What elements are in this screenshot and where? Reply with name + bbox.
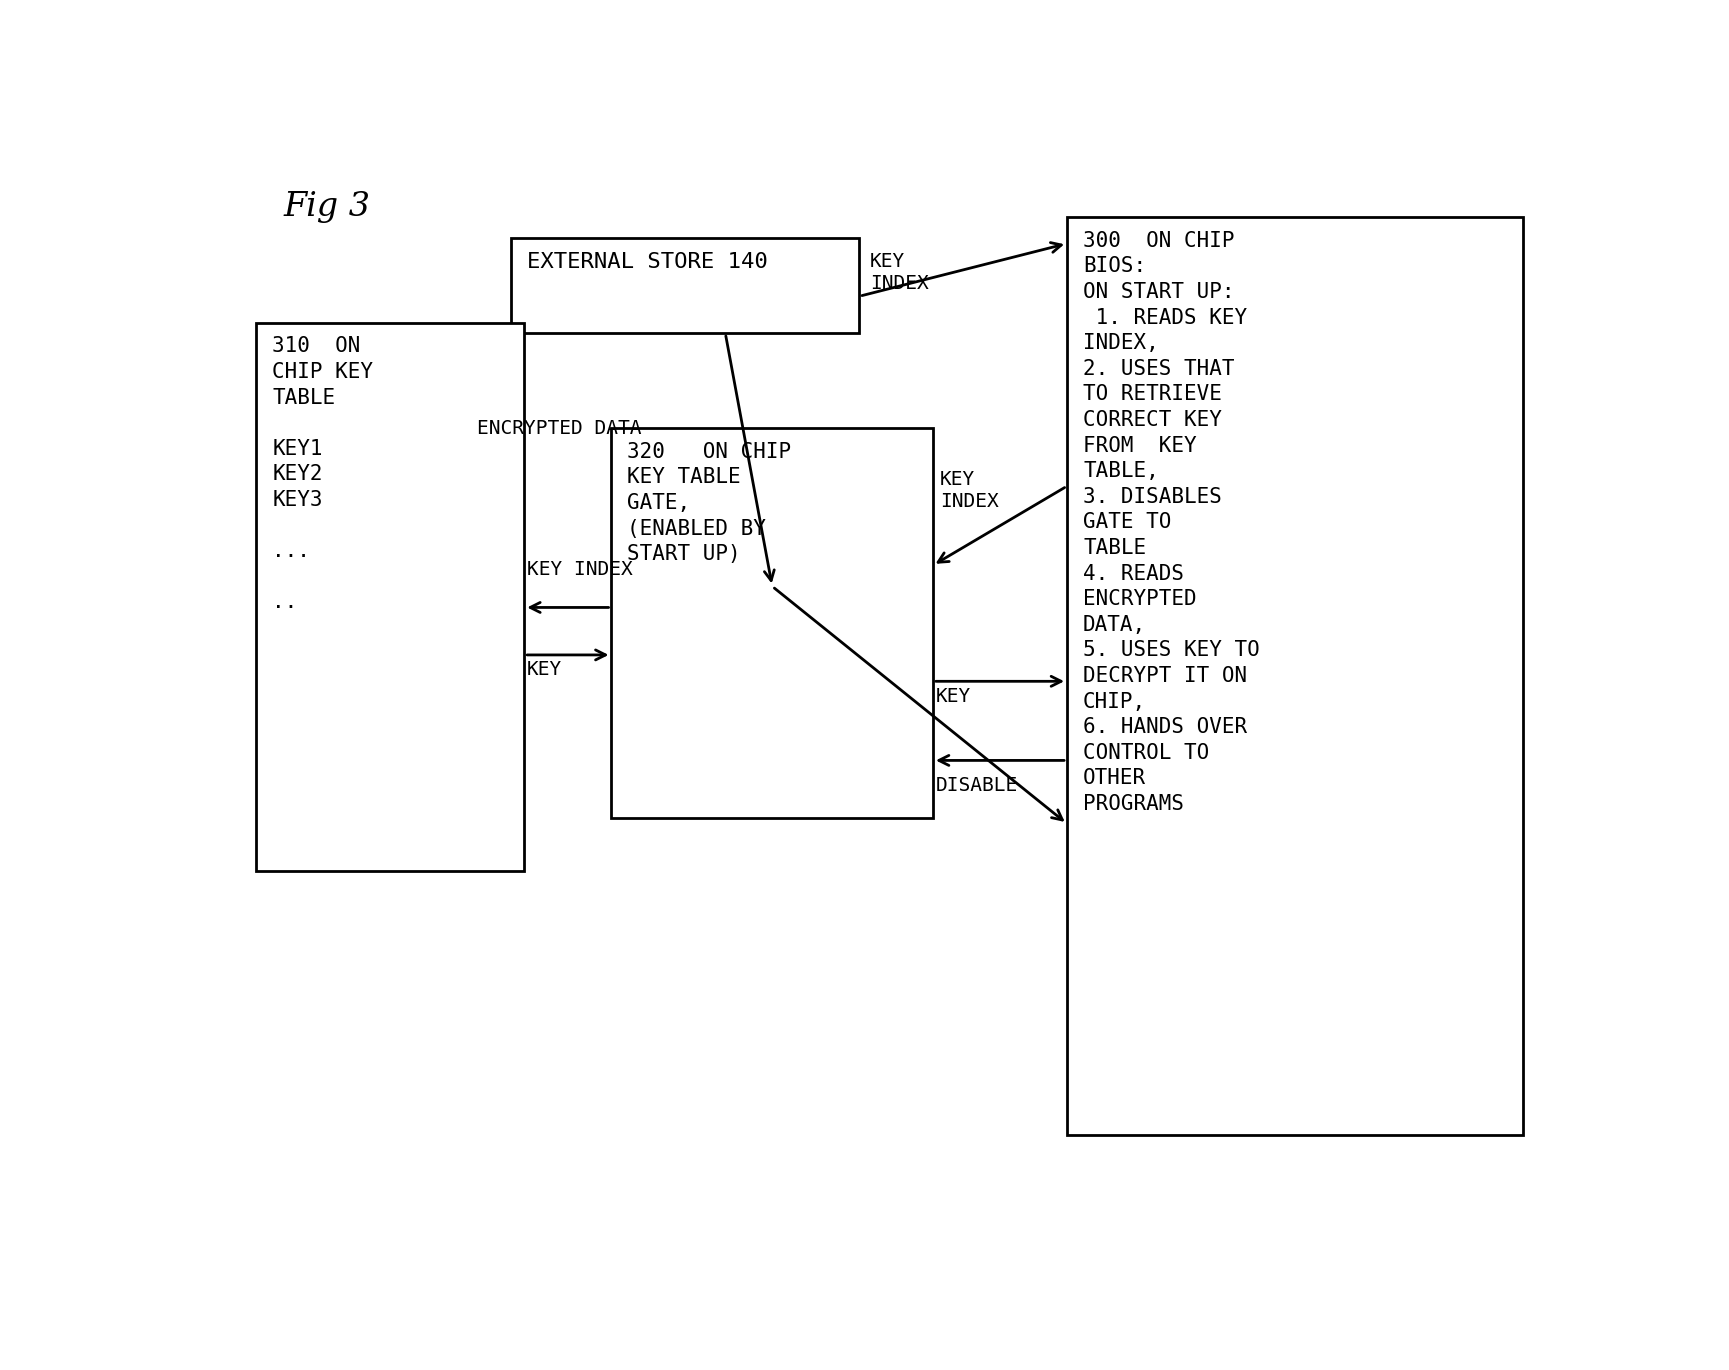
Text: KEY
INDEX: KEY INDEX [870,252,928,293]
Text: ENCRYPTED DATA: ENCRYPTED DATA [477,419,641,437]
Text: EXTERNAL STORE 140: EXTERNAL STORE 140 [527,252,768,273]
FancyBboxPatch shape [256,323,524,871]
FancyBboxPatch shape [1067,218,1523,1134]
Text: DISABLE: DISABLE [935,777,1018,795]
Text: 320   ON CHIP
KEY TABLE
GATE,
(ENABLED BY
START UP): 320 ON CHIP KEY TABLE GATE, (ENABLED BY … [628,443,792,564]
Text: KEY: KEY [527,660,562,680]
FancyBboxPatch shape [512,238,859,333]
Text: KEY: KEY [935,686,972,706]
FancyBboxPatch shape [612,427,934,818]
Text: KEY INDEX: KEY INDEX [527,560,633,580]
Text: KEY
INDEX: KEY INDEX [941,470,998,511]
Text: 310  ON
CHIP KEY
TABLE

KEY1
KEY2
KEY3

...

..: 310 ON CHIP KEY TABLE KEY1 KEY2 KEY3 ...… [273,337,373,612]
Text: Fig 3: Fig 3 [284,190,370,223]
Text: 300  ON CHIP
BIOS:
ON START UP:
 1. READS KEY
INDEX,
2. USES THAT
TO RETRIEVE
CO: 300 ON CHIP BIOS: ON START UP: 1. READS … [1082,232,1260,814]
